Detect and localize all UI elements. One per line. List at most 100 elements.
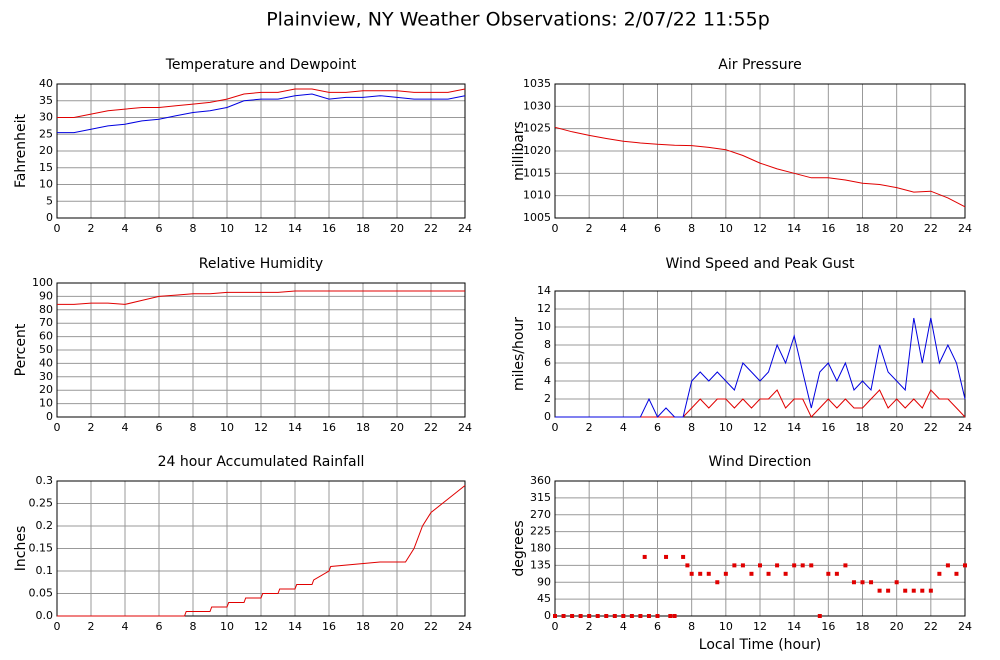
data-point [809, 563, 814, 568]
y-tick-label: 90 [39, 289, 53, 302]
y-tick-label: 45 [537, 592, 551, 605]
panel-title: Relative Humidity [199, 256, 323, 272]
y-tick-label: 0 [544, 410, 551, 423]
data-point [937, 571, 942, 576]
x-tick-label: 8 [688, 620, 695, 633]
data-point [792, 563, 797, 568]
x-tick-label: 8 [190, 222, 197, 235]
x-tick-label: 24 [458, 620, 472, 633]
x-tick-label: 10 [719, 222, 733, 235]
x-tick-label: 4 [122, 620, 129, 633]
data-line [555, 317, 966, 418]
data-point [642, 554, 647, 559]
panel-title: Air Pressure [718, 57, 801, 73]
data-point [689, 571, 694, 576]
x-tick-label: 10 [220, 222, 234, 235]
data-point [843, 563, 848, 568]
x-tick-label: 22 [924, 620, 938, 633]
x-tick-label: 0 [552, 421, 559, 434]
figure-title: Plainview, NY Weather Observations: 2/07… [266, 9, 770, 31]
x-tick-label: 24 [958, 222, 972, 235]
y-tick-label: 100 [32, 276, 53, 289]
x-tick-label: 20 [890, 222, 904, 235]
x-tick-label: 0 [54, 222, 61, 235]
x-tick-label: 8 [688, 421, 695, 434]
y-tick-label: 0 [46, 211, 53, 224]
y-tick-label: 12 [537, 302, 551, 315]
plot-frame [554, 290, 966, 418]
data-line [57, 485, 466, 617]
y-tick-label: 0 [544, 609, 551, 622]
x-tick-label: 16 [821, 421, 835, 434]
data-line [554, 126, 966, 208]
panel-title: Wind Speed and Peak Gust [666, 256, 855, 272]
y-tick-label: 15 [39, 161, 53, 174]
y-axis-label: miles/hour [511, 317, 527, 391]
data-point [963, 563, 967, 568]
x-tick-label: 6 [156, 421, 163, 434]
x-tick-label: 18 [856, 620, 870, 633]
data-point [621, 614, 626, 618]
x-tick-label: 22 [424, 421, 438, 434]
y-tick-label: 80 [39, 303, 53, 316]
panel: Air Pressuremillibars1005101010151020102… [511, 57, 972, 235]
x-tick-label: 22 [924, 222, 938, 235]
y-tick-label: 225 [530, 525, 551, 538]
x-tick-label: 10 [719, 421, 733, 434]
x-tick-label: 20 [390, 620, 404, 633]
data-point [920, 588, 925, 593]
data-point [578, 614, 583, 618]
data-point [570, 614, 575, 618]
x-tick-label: 6 [156, 620, 163, 633]
x-tick-label: 20 [390, 421, 404, 434]
panel-title: Temperature and Dewpoint [165, 57, 357, 73]
y-tick-label: 2 [544, 392, 551, 405]
x-tick-label: 0 [552, 222, 559, 235]
x-tick-label: 4 [122, 222, 129, 235]
x-tick-label: 12 [753, 222, 767, 235]
y-tick-label: 0.2 [36, 519, 54, 532]
x-tick-label: 22 [424, 222, 438, 235]
data-point [945, 563, 950, 568]
panel: Wind Direction degrees Local Time (hour) 0 4… [511, 454, 972, 653]
y-tick-label: 180 [530, 542, 551, 555]
data-point [834, 571, 839, 576]
data-point [604, 614, 609, 618]
data-point [587, 614, 592, 618]
x-tick-label: 4 [620, 620, 627, 633]
data-point [851, 580, 856, 585]
x-tick-label: 18 [356, 421, 370, 434]
data-point [928, 588, 933, 593]
y-tick-label: 0 [46, 410, 53, 423]
data-point [646, 614, 651, 618]
y-tick-label: 30 [39, 370, 53, 383]
x-tick-label: 16 [322, 222, 336, 235]
plot-frame [56, 282, 466, 418]
y-tick-label: 10 [39, 178, 53, 191]
y-axis-label: millibars [511, 121, 527, 181]
data-point [698, 571, 703, 576]
x-tick-label: 2 [88, 620, 95, 633]
y-tick-label: 10 [39, 397, 53, 410]
data-point [685, 563, 690, 568]
x-tick-label: 14 [787, 421, 801, 434]
x-tick-label: 16 [821, 620, 835, 633]
data-point [877, 588, 882, 593]
x-tick-label: 8 [190, 620, 197, 633]
y-tick-label: 5 [46, 194, 53, 207]
y-tick-label: 6 [544, 356, 551, 369]
data-line [57, 290, 465, 305]
x-tick-label: 6 [156, 222, 163, 235]
plot-frame [56, 480, 466, 617]
plot-frame [56, 83, 466, 219]
x-tick-label: 14 [787, 222, 801, 235]
y-axis-label: Fahrenheit [13, 113, 29, 188]
y-tick-label: 0.15 [29, 542, 54, 555]
plot-frame [554, 480, 966, 617]
y-tick-label: 1005 [523, 211, 551, 224]
panel: Wind Speed and Peak Gust miles/hour 0 2 4 6 8 1… [511, 256, 972, 434]
y-axis-label: degrees [511, 520, 527, 576]
x-tick-label: 4 [620, 421, 627, 434]
x-tick-label: 14 [288, 620, 302, 633]
